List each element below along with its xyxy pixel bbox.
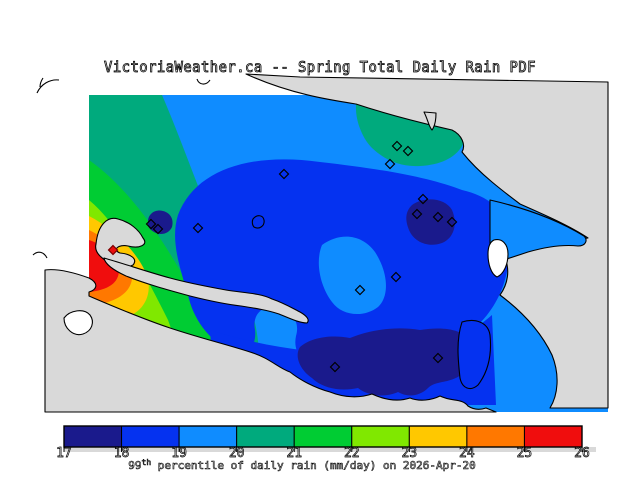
colorbar-tick-label: 25 <box>517 446 533 461</box>
land-mainland <box>245 73 609 409</box>
land-peninsula <box>95 217 146 268</box>
inlet-white <box>487 239 509 278</box>
land-masses <box>44 73 609 413</box>
station-marker <box>152 223 164 235</box>
station-marker <box>145 218 157 230</box>
colorbar-tick-label: 23 <box>402 446 418 461</box>
figure-title: VictoriaWeather.ca -- Spring Total Daily… <box>104 58 536 76</box>
station-marker <box>411 208 423 220</box>
tick-top-left <box>39 77 44 88</box>
station-marker <box>278 168 290 180</box>
small-lake-outline <box>251 215 265 229</box>
colorbar-tick-label: 19 <box>171 446 187 461</box>
colorbar-cell <box>63 425 123 448</box>
station-marker <box>390 271 402 283</box>
station-marker <box>329 361 341 373</box>
caption-superscript: th <box>142 458 152 467</box>
station-markers <box>107 140 458 373</box>
colorbar-cell <box>408 425 468 448</box>
colorbar-cell <box>236 425 295 448</box>
colorbar-cell <box>466 425 525 448</box>
station-marker <box>417 193 429 205</box>
colorbar: 17 18 19 20 21 22 23 24 25 26 <box>56 425 596 462</box>
colorbar-cell <box>293 425 353 448</box>
station-marker <box>432 352 444 364</box>
colorbar-frame <box>63 425 583 448</box>
station-marker <box>432 211 444 223</box>
station-marker <box>354 284 366 296</box>
squiggle-under-title <box>196 78 211 85</box>
colorbar-ticks: 17 18 19 20 21 22 23 24 25 26 <box>56 446 590 462</box>
stray-coastlines <box>32 77 265 259</box>
colorbar-cell <box>523 425 583 448</box>
colorbar-cell <box>178 425 238 448</box>
band-25-26 <box>89 240 119 292</box>
colorbar-tick-label: 22 <box>344 446 360 461</box>
station-marker <box>446 216 458 228</box>
colorbar-tick-label: 17 <box>56 446 72 461</box>
band-20-21-coastal <box>355 104 464 167</box>
station-marker-filled <box>107 244 119 256</box>
colorbar-tick-label: 18 <box>114 446 130 461</box>
colorbar-caption: 99th percentile of daily rain (mm/day) o… <box>128 458 475 472</box>
colorbar-tick-label: 26 <box>574 446 590 461</box>
arc-far-left <box>32 251 48 259</box>
land-coast-finger <box>423 111 437 131</box>
station-marker <box>402 145 414 157</box>
station-marker <box>384 158 396 170</box>
lake-white <box>63 310 93 336</box>
caption-rest: percentile of daily rain (mm/day) on 202… <box>151 459 476 472</box>
colorbar-shadow <box>64 447 596 452</box>
colorbar-tick-label: 21 <box>286 446 302 461</box>
station-marker <box>391 140 403 152</box>
band-17-18-south-blob <box>297 328 475 396</box>
land-channel-strip <box>103 257 309 324</box>
colorbar-cells <box>63 425 583 448</box>
band-18-19-finger <box>457 319 492 390</box>
land-south <box>44 269 497 413</box>
colorbar-cell <box>121 425 180 448</box>
station-marker <box>192 222 204 234</box>
caption-prefix: 99 <box>128 459 141 472</box>
colorbar-tick-label: 20 <box>229 446 245 461</box>
arc-top-left <box>36 79 60 94</box>
colorbar-cell <box>351 425 410 448</box>
colorbar-tick-label: 24 <box>459 446 475 461</box>
band-19-20-inner-egg <box>318 236 386 315</box>
